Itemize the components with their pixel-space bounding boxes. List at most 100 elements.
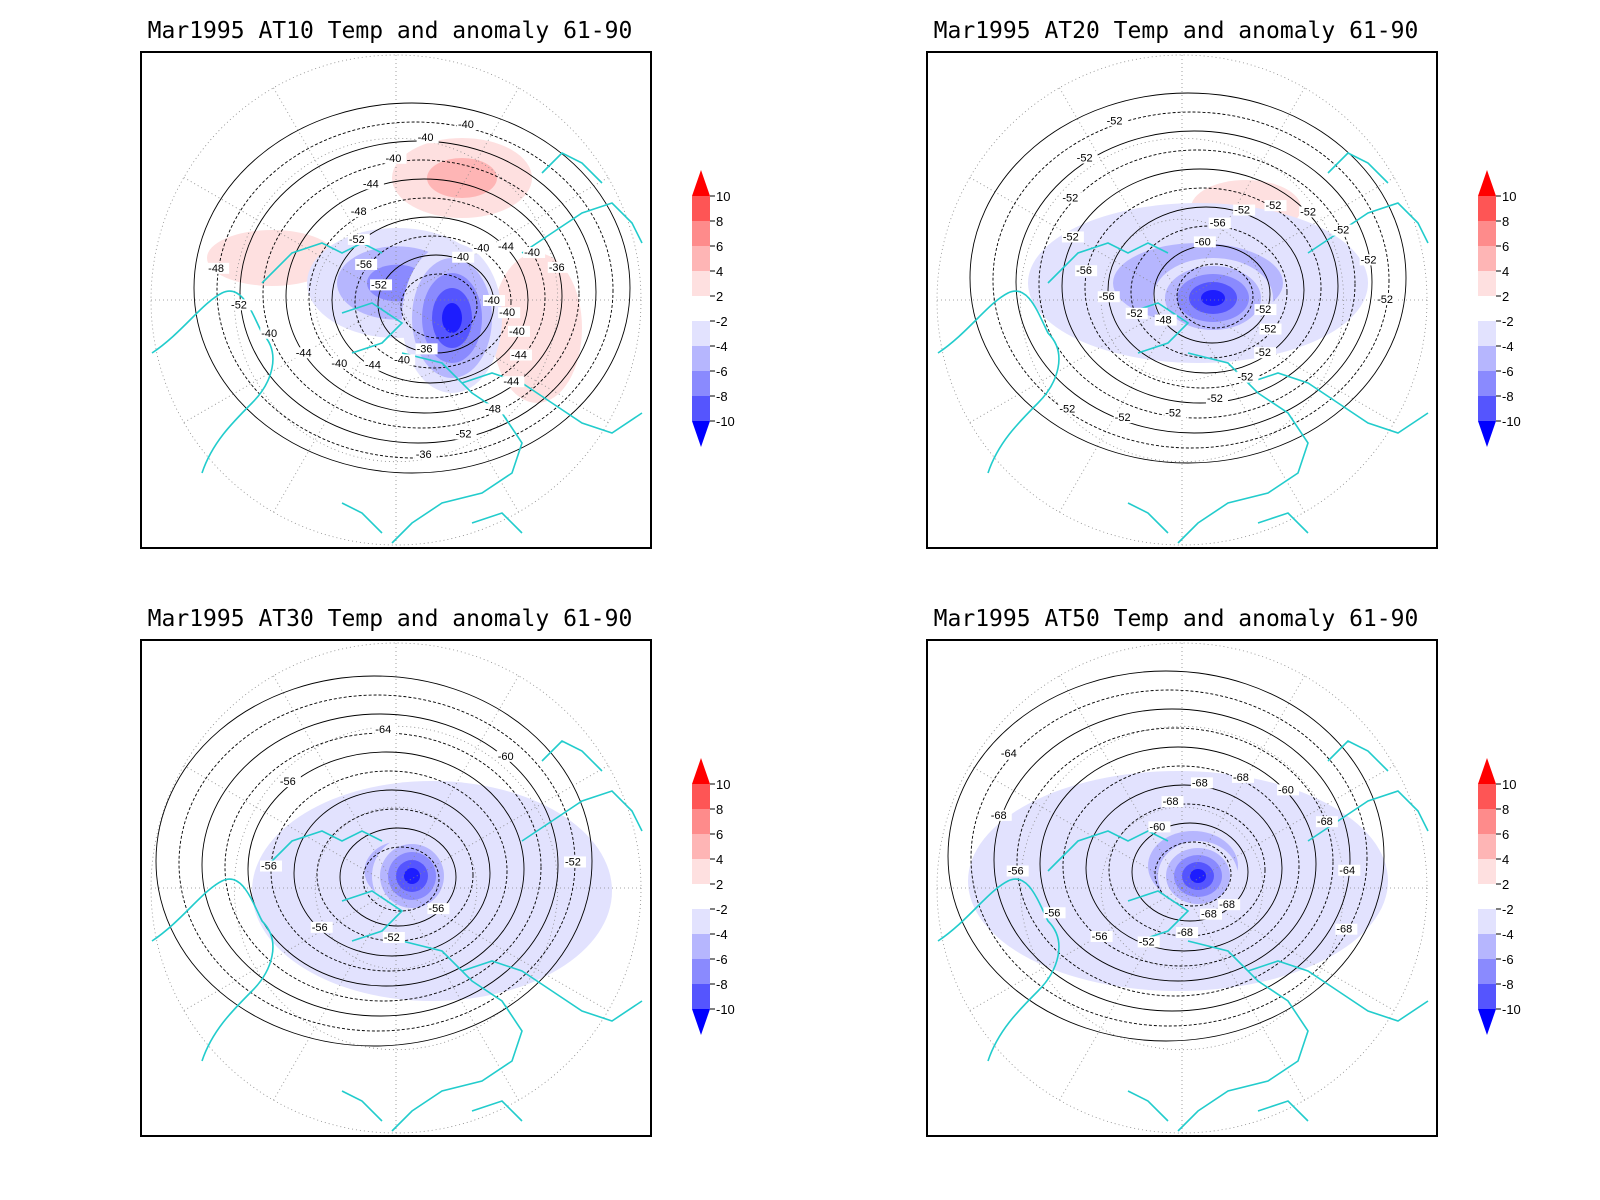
contour-label: -52 (1333, 225, 1349, 237)
colorbar-swatch (1478, 396, 1496, 421)
contour-label: -56 (1210, 218, 1226, 230)
colorbar-swatch (1478, 196, 1496, 221)
contour-label: -60 (1278, 784, 1294, 796)
colorbar-swatch (692, 321, 710, 346)
cold-anomaly (442, 303, 462, 333)
contour-label: -56 (312, 922, 328, 934)
contour-label-bg (374, 724, 397, 736)
contour-label: -40 (418, 132, 434, 144)
contour-label: -56 (1099, 291, 1115, 303)
temperature-contour (224, 732, 542, 1002)
contour-label-bg (1190, 777, 1213, 789)
colorbar-swatch (692, 784, 710, 809)
meridian-line (273, 675, 397, 889)
colorbar-tick-label: 4 (716, 852, 723, 867)
colorbar-swatch (1478, 959, 1496, 984)
contour-label: -52 (1127, 308, 1143, 320)
contour-label: -44 (503, 376, 519, 388)
contour-label-bg (1231, 771, 1254, 783)
contour-label-bg (370, 279, 393, 291)
panel-at10: Mar1995 AT10 Temp and anomaly 61-90 -40-… (0, 0, 780, 590)
latitude-circle (233, 725, 559, 1051)
colorbar-tick-label: 2 (1502, 289, 1509, 304)
contour-label: -56 (1076, 265, 1092, 277)
colorbar-swatch (692, 959, 710, 984)
meridian-line (1181, 765, 1395, 889)
colorbar-tick-label: 8 (1502, 214, 1509, 229)
contour-label-bg (507, 325, 530, 337)
colorbar: 10 8 6 4 2 -2 -4 -6 -8 -10 (692, 170, 735, 447)
contour-label-bg (1148, 821, 1171, 833)
contour-label: -52 (231, 299, 247, 311)
colorbar-tick-label: 10 (716, 189, 730, 204)
contour-label: -44 (365, 360, 381, 372)
colorbar-swatch (1478, 859, 1496, 884)
contour-label-bg (416, 132, 439, 144)
contour-label-bg (414, 448, 437, 460)
contour-label: -64 (375, 724, 391, 736)
panel-at20: Mar1995 AT20 Temp and anomaly 61-90 -52-… (800, 0, 1580, 590)
colorbar-tick-label: 8 (1502, 802, 1509, 817)
colorbar-swatch (692, 984, 710, 1009)
contour-label: -40 (524, 247, 540, 259)
temperature-contour (1176, 263, 1254, 329)
meridian-line (1181, 87, 1305, 301)
colorbar-swatch (692, 371, 710, 396)
contour-label: -52 (1062, 193, 1078, 205)
meridian-line (273, 887, 397, 1101)
meridian-line (183, 299, 397, 423)
contour-label: -60 (1195, 236, 1211, 248)
contour-label: -36 (417, 343, 433, 355)
colorbar-tick-label: -4 (716, 927, 728, 942)
colorbar-swatch (692, 809, 710, 834)
latitude-circle (1019, 725, 1345, 1051)
contour-label-bg (509, 349, 532, 361)
contour-label-bg (456, 119, 479, 131)
contour-label-bg (415, 343, 438, 355)
contour-label: -56 (1092, 931, 1108, 943)
colorbar-tick-label: -2 (716, 902, 728, 917)
contour-label: -52 (565, 856, 581, 868)
colorbar-swatch (692, 909, 710, 934)
colorbar-tick-label: -10 (1502, 1002, 1521, 1017)
contour-label: -40 (453, 252, 469, 264)
meridian-line (273, 299, 397, 513)
temperature-contour (1108, 803, 1266, 937)
colorbar-tick-label: -4 (1502, 927, 1514, 942)
colorbar-tick-label: 4 (1502, 264, 1509, 279)
contour-label: -48 (351, 206, 367, 218)
meridian-line (395, 299, 519, 513)
colorbar-tick-label: 2 (716, 289, 723, 304)
panel-at50: Mar1995 AT50 Temp and anomaly 61-90 -68 -… (800, 588, 1580, 1178)
contour-label: -52 (1255, 347, 1271, 359)
cold-anomaly (1201, 290, 1225, 306)
contour-label: -68 (1192, 777, 1208, 789)
meridian-line (1181, 299, 1305, 513)
contour-label-bg (260, 860, 283, 872)
contour-label: -56 (280, 776, 296, 788)
panel-title: Mar1995 AT30 Temp and anomaly 61-90 (147, 606, 633, 632)
panel-title: Mar1995 AT50 Temp and anomaly 61-90 (933, 606, 1419, 632)
meridian-line (969, 177, 1183, 301)
map-canvas: -40-40-40-44-44-48-52-36-36-40-44-40-44-… (150, 54, 643, 546)
colorbar-swatch (692, 296, 710, 321)
contour-label-bg (294, 347, 317, 359)
contour-label: -52 (1261, 324, 1277, 336)
meridian-line (395, 177, 609, 301)
contour-label: -52 (1237, 372, 1253, 384)
temperature-contour (362, 846, 440, 912)
contour-label-bg (361, 178, 384, 190)
temperature-contour (970, 689, 1368, 1027)
colorbar-swatch (692, 884, 710, 909)
colorbar-tick-label: -4 (1502, 339, 1514, 354)
temperature-contour (969, 92, 1407, 464)
contour-label-bg (1125, 307, 1148, 319)
contour-label-bg (1332, 224, 1355, 236)
contour-label-bg (364, 359, 387, 371)
colorbar-tick-label: 6 (1502, 239, 1509, 254)
contour-label-bg (1206, 393, 1229, 405)
meridian-line (1059, 675, 1183, 889)
contour-label-bg (1090, 930, 1113, 942)
contour-label: -40 (331, 358, 347, 370)
contour-label: -44 (296, 347, 312, 359)
